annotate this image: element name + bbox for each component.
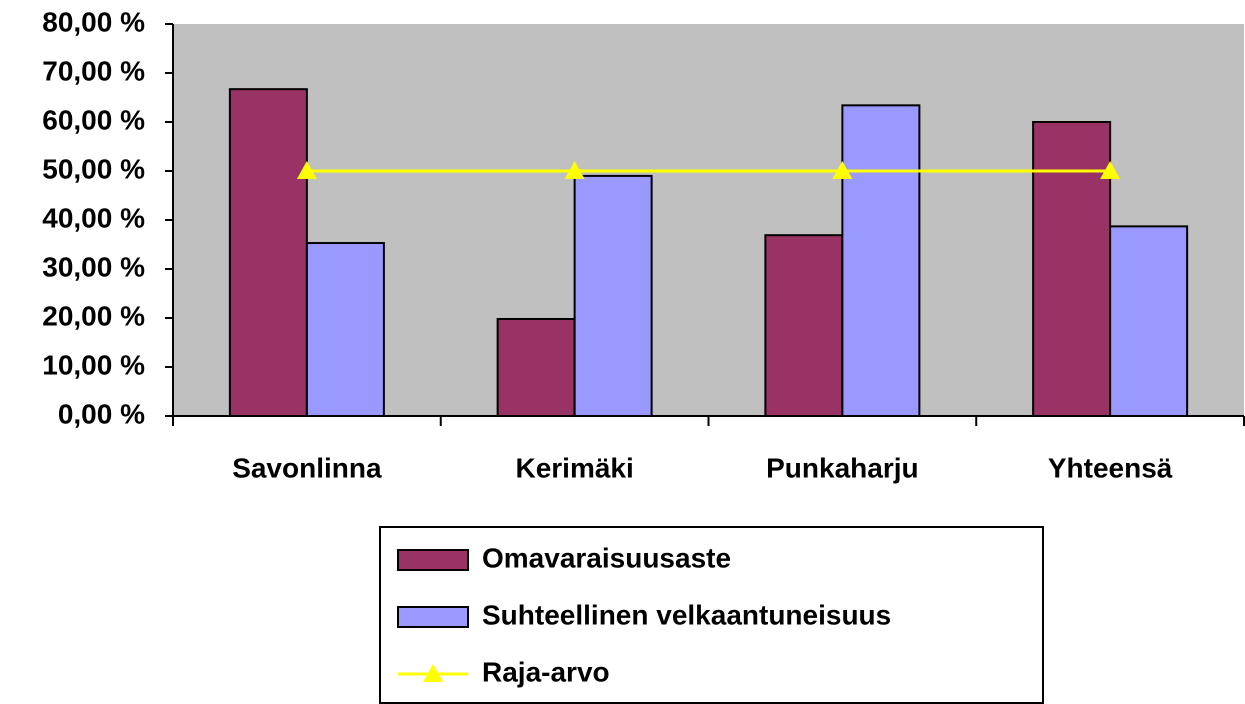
y-tick-label: 20,00 % — [42, 300, 145, 331]
marker — [1100, 161, 1121, 179]
bar — [228, 88, 308, 417]
legend-label: Raja-arvo — [482, 656, 610, 687]
x-tick-label: Yhteensä — [1048, 452, 1173, 483]
legend-label: Omavaraisuusaste — [482, 542, 731, 573]
y-tick-label: 0,00 % — [58, 398, 145, 429]
bar — [1109, 225, 1189, 417]
x-tick-label: Savonlinna — [232, 452, 382, 483]
y-tick-label: 80,00 % — [42, 6, 145, 37]
bar — [841, 104, 921, 417]
bar — [1032, 121, 1112, 417]
y-tick-label: 70,00 % — [42, 55, 145, 86]
y-tick-label: 30,00 % — [42, 251, 145, 282]
y-tick-label: 40,00 % — [42, 202, 145, 233]
marker — [296, 161, 317, 179]
legend-swatch — [397, 549, 469, 571]
x-tick-label: Punkaharju — [766, 452, 918, 483]
bar — [573, 174, 653, 417]
legend-marker — [423, 664, 443, 682]
legend — [379, 526, 1044, 704]
bar — [496, 317, 576, 418]
y-tick-label: 50,00 % — [42, 153, 145, 184]
legend-swatch — [397, 606, 469, 628]
y-tick-label: 10,00 % — [42, 349, 145, 380]
bar — [305, 242, 385, 417]
x-tick-label: Kerimäki — [515, 452, 633, 483]
y-tick-label: 60,00 % — [42, 104, 145, 135]
marker — [832, 161, 853, 179]
marker — [564, 161, 585, 179]
bar — [764, 234, 844, 417]
legend-label: Suhteellinen velkaantuneisuus — [482, 599, 891, 630]
